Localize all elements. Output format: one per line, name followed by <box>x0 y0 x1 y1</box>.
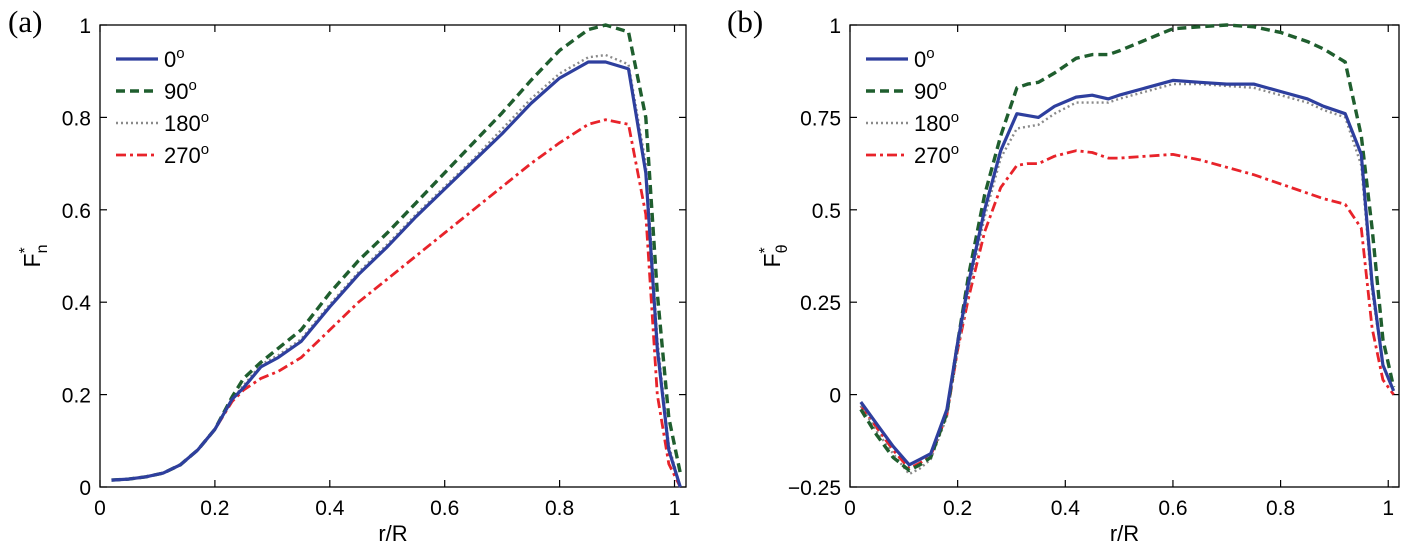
chart-1-x-tick-label: 0.6 <box>1158 497 1187 520</box>
chart-0-x-tick-label: 0.4 <box>315 497 345 520</box>
chart-0-y-tick-label: 0.8 <box>62 107 91 130</box>
chart-0-legend-label-180: 180o <box>164 109 209 136</box>
chart-1-x-tick-label: 0.8 <box>1266 497 1295 520</box>
chart-1-y-axis-label: Fθ* <box>757 244 791 267</box>
chart-0-x-axis-label: r/R <box>378 521 407 546</box>
chart-0-x-tick-label: 0.2 <box>200 497 229 520</box>
chart-0-y-tick-label: 0.2 <box>62 385 91 408</box>
chart-0-series-line-90 <box>111 23 682 482</box>
chart-1-legend-label-0: 0o <box>914 45 935 72</box>
chart-1-series-line-90 <box>859 23 1396 473</box>
chart-1-legend-label-180: 180o <box>914 109 959 136</box>
chart-1-y-tick-label: 1 <box>829 15 841 38</box>
chart-1-y-tick-label: 0.75 <box>800 107 841 130</box>
chart-1-y-tick-label: 0 <box>829 385 841 408</box>
chart-1-x-axis-label: r/R <box>1110 521 1139 546</box>
chart-0-x-tick-label: 1 <box>669 497 681 520</box>
chart-1-x-tick-label: 0.2 <box>943 497 972 520</box>
chart-panel-0: (a) 0 0.2 0.4 0.6 0.8 1 0 0.2 0.4 0.6 0.8 1 r/R Fn* 0o 9… <box>8 4 687 546</box>
chart-0-y-axis-label: Fn* <box>17 245 51 268</box>
chart-0-legend-label-90: 90o <box>164 77 197 104</box>
chart-0-x-tick-label: 0.8 <box>545 497 574 520</box>
chart-1-axes-box <box>849 24 1400 488</box>
chart-1-x-tick-label: 0 <box>844 497 856 520</box>
chart-0-x-tick-label: 0.6 <box>430 497 459 520</box>
chart-1-y-tick-label: 0.5 <box>812 200 841 223</box>
chart-1-y-tick-label: 0.25 <box>800 292 841 315</box>
chart-0-series-line-0 <box>111 60 682 488</box>
chart-panel-1: (b)0 0.2 0.4 0.6 0.8 1−0.2500.250.50.751r/RFθ… <box>727 4 1400 546</box>
chart-0-y-tick-label: 0.4 <box>62 292 92 315</box>
chart-0-y-tick-label: 0.6 <box>62 200 91 223</box>
chart-1-legend-label-270: 270o <box>914 141 959 168</box>
chart-1-y-tick-label: −0.25 <box>788 477 841 500</box>
chart-1-legend-label-90: 90o <box>914 77 947 104</box>
chart-1-x-tick-label: 1 <box>1382 497 1394 520</box>
chart-1-panel-label: (b) <box>727 4 763 39</box>
chart-0-legend-label-0: 0o <box>164 45 185 72</box>
chart-0-series-line-180 <box>111 53 682 488</box>
chart-0-series-line-270 <box>111 118 682 488</box>
chart-0-legend-label-270: 270o <box>164 141 209 168</box>
chart-0-y-tick-label: 1 <box>79 15 91 38</box>
chart-0-panel-label: (a) <box>8 4 42 39</box>
chart-1-series-line-180 <box>859 82 1395 476</box>
chart-1-series-line-0 <box>859 78 1396 467</box>
chart-0-y-tick-label: 0 <box>79 477 91 500</box>
chart-0-x-tick-label: 0 <box>94 497 106 520</box>
chart-1-x-tick-label: 0.4 <box>1051 497 1081 520</box>
chart-0-axes-box <box>99 24 687 488</box>
